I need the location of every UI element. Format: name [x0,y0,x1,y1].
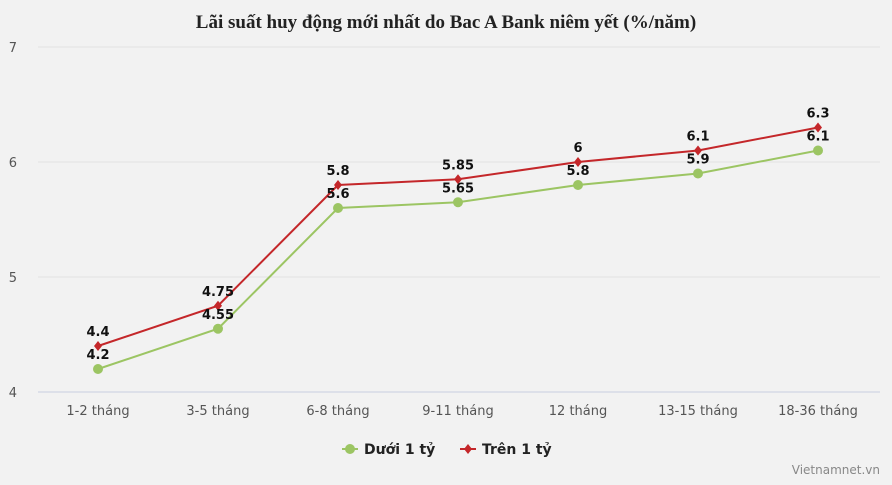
data-label: 4.2 [86,348,109,363]
data-point[interactable] [693,168,703,179]
legend-item[interactable]: Trên 1 tỷ [482,442,552,458]
y-tick-label: 4 [9,386,17,401]
data-point[interactable] [93,364,103,374]
data-point[interactable] [573,180,583,190]
x-tick-label: 13-15 tháng [658,404,738,419]
data-label: 6.3 [806,107,829,122]
data-label: 6 [573,141,582,156]
data-label: 4.75 [202,285,234,300]
data-point[interactable] [574,157,582,167]
data-point[interactable] [214,300,222,311]
x-tick-label: 9-11 tháng [422,404,493,419]
x-tick-label: 3-5 tháng [186,404,249,419]
data-point[interactable] [213,323,223,334]
data-point[interactable] [813,145,823,156]
data-label: 5.9 [686,153,709,168]
y-tick-label: 5 [9,271,17,286]
x-tick-label: 18-36 tháng [778,404,858,419]
data-label: 4.55 [202,308,234,323]
data-point[interactable] [453,197,463,208]
x-tick-label: 12 tháng [549,404,607,419]
data-point[interactable] [94,341,102,351]
data-label: 4.4 [86,325,109,340]
legend-circle-icon [345,444,355,454]
legend-diamond-icon [464,444,472,454]
source-credit: Vietnamnet.vn [792,463,880,477]
data-label: 5.8 [326,164,349,179]
data-label: 5.65 [442,181,474,196]
data-point[interactable] [454,174,462,185]
data-label: 5.8 [566,164,589,179]
x-tick-label: 6-8 tháng [306,404,369,419]
y-tick-label: 7 [9,41,17,56]
data-point[interactable] [814,122,822,133]
data-label: 5.85 [442,158,474,173]
data-point[interactable] [694,145,702,156]
data-label: 5.6 [326,187,349,202]
data-label: 6.1 [686,130,709,145]
data-label: 6.1 [806,130,829,145]
data-point[interactable] [333,203,343,213]
legend-item[interactable]: Dưới 1 tỷ [364,442,435,458]
y-tick-label: 6 [9,156,17,171]
x-tick-label: 1-2 tháng [66,404,129,419]
data-point[interactable] [334,180,342,190]
chart-title: Lãi suất huy động mới nhất do Bac A Bank… [196,12,696,33]
